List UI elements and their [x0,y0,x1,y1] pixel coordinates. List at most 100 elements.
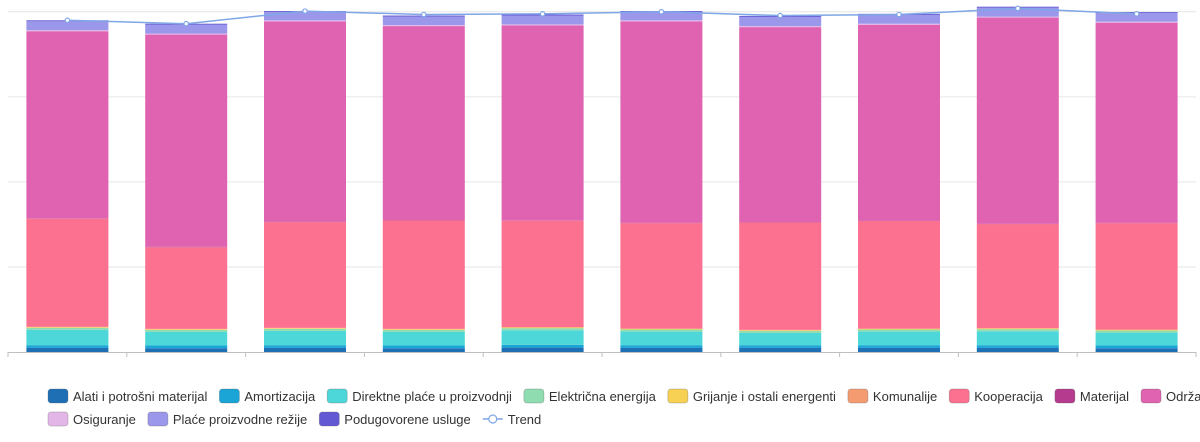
legend-swatch [218,388,240,404]
bar-segment [620,328,703,330]
bar-segment [145,331,228,346]
legend-item: Podugovorene usluge [318,411,471,427]
bar-segment [264,20,346,22]
bar-segment [382,329,465,332]
bar-segment [1095,223,1178,330]
legend-item: Plaće proizvodne režije [147,411,307,427]
legend-label: Direktne plaće u proizvodnji [352,389,512,404]
bar-segment [976,17,1059,224]
legend-swatch [1140,388,1162,404]
legend-item: Kooperacija [948,388,1044,404]
bar-segment [145,247,228,329]
bar-segment [620,345,703,348]
bar-segment [501,330,584,345]
trend-point [1133,11,1140,17]
bar-segment [26,218,109,327]
bar-segment [858,23,940,25]
bar-segment [620,21,703,223]
trend-point [1014,5,1021,12]
bars [26,6,1178,352]
bar-segment [501,24,584,26]
bar-segment [858,331,940,346]
legend-item: Osiguranje [47,411,136,427]
legend-label: Alati i potrošni materijal [73,389,207,404]
trend-point [420,11,427,18]
bar-segment [976,331,1059,346]
bar-segment [620,223,703,329]
trend-point [302,8,308,14]
trend-point [183,20,190,27]
legend-label: Kooperacija [974,389,1043,404]
bar-segment [264,328,346,331]
bar-segment [264,12,346,21]
trend-point [539,11,546,17]
bar-segment [26,329,109,346]
bar-segment [382,345,465,349]
bar-segment [739,330,822,331]
legend-item: Trend [482,412,541,427]
legend-point-swatch [488,414,498,424]
trend-point [658,9,665,15]
bar-segment [501,220,584,328]
bar-segment [976,224,1059,329]
bar-segment [976,347,1059,352]
bar-segment [145,329,228,330]
bar-segment [858,24,940,221]
bar-segment [976,329,1059,332]
trend-line [67,7,1137,25]
legend-item: Materijal [1054,388,1129,404]
bar-segment [501,344,584,348]
bar-segment [620,347,703,352]
bar-segment [26,347,109,352]
bar-segment [145,33,228,35]
bar-segment [382,348,465,352]
bar-segment [1095,21,1178,23]
bar-segment [620,329,703,332]
bar-segment [858,345,940,348]
bar-segment [739,16,822,27]
bar-segment [620,12,703,21]
bar-segment [1095,329,1178,331]
bar-segment [620,20,703,22]
legend-item: Električna energija [523,388,657,404]
bar-segment [501,25,584,221]
bar-segment [739,222,822,330]
bar-segment [739,27,822,223]
legend-label: Električna energija [549,389,657,404]
bar-segment [382,26,465,221]
bar-segment [382,220,465,329]
bar-segment [26,327,109,328]
bar-segment [501,347,584,352]
bar-segment [858,14,940,24]
legend-label: Grijanje i ostali energenti [693,389,836,404]
bar-segment [858,328,940,330]
bar-segment [739,330,822,333]
legend-item: Komunalije [847,388,937,404]
bar-segment [264,222,346,328]
legend-swatch [326,388,348,404]
legend-swatch [523,388,545,404]
bar-segment [1095,345,1178,349]
bar-segment [264,345,346,348]
bar-segment [739,347,822,352]
legend-item: Održavanje [1140,388,1200,404]
legend-swatch [147,411,169,427]
legend: Alati i potrošni materijal Amortizacija Di… [47,388,1200,427]
legend-swatch [1054,388,1076,404]
bar-segment [145,348,228,352]
legend-label: Osiguranje [73,412,136,427]
bar-segment [976,16,1059,18]
legend-swatch [847,388,869,404]
bar-segment [264,21,346,222]
bar-segment [858,347,940,352]
legend-label: Plaće proizvodne režije [173,412,307,427]
legend-item: Direktne plaće u proizvodnji [326,388,512,404]
trend-point [777,12,784,19]
bar-segment [264,328,346,329]
bar-segment [145,34,228,247]
trend-series [64,5,1140,27]
bar-segment [976,328,1059,330]
bar-segment [1095,332,1178,346]
bar-segment [382,16,465,26]
trend-point [896,11,902,18]
